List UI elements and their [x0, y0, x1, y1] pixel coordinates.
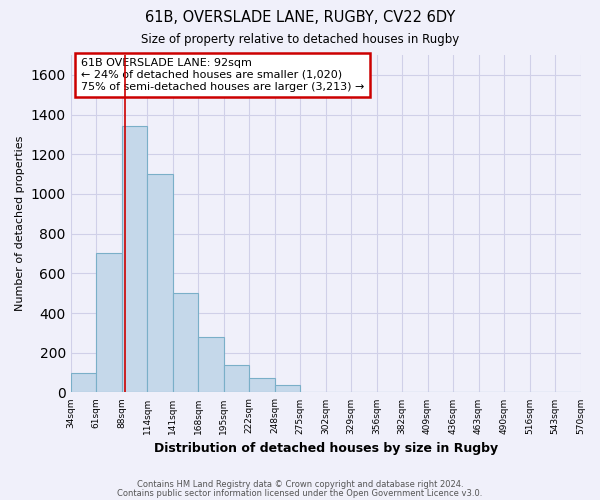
X-axis label: Distribution of detached houses by size in Rugby: Distribution of detached houses by size …: [154, 442, 497, 455]
Bar: [71, 372, 96, 392]
Bar: [122, 126, 147, 392]
Bar: [275, 386, 300, 392]
Bar: [147, 174, 173, 392]
Text: 61B, OVERSLADE LANE, RUGBY, CV22 6DY: 61B, OVERSLADE LANE, RUGBY, CV22 6DY: [145, 10, 455, 25]
Bar: [224, 364, 249, 392]
Text: Contains public sector information licensed under the Open Government Licence v3: Contains public sector information licen…: [118, 488, 482, 498]
Bar: [198, 337, 224, 392]
Bar: [173, 293, 198, 392]
Text: 61B OVERSLADE LANE: 92sqm
← 24% of detached houses are smaller (1,020)
75% of se: 61B OVERSLADE LANE: 92sqm ← 24% of detac…: [81, 58, 364, 92]
Text: Contains HM Land Registry data © Crown copyright and database right 2024.: Contains HM Land Registry data © Crown c…: [137, 480, 463, 489]
Bar: [96, 254, 122, 392]
Text: Size of property relative to detached houses in Rugby: Size of property relative to detached ho…: [141, 32, 459, 46]
Y-axis label: Number of detached properties: Number of detached properties: [15, 136, 25, 312]
Bar: [249, 378, 275, 392]
